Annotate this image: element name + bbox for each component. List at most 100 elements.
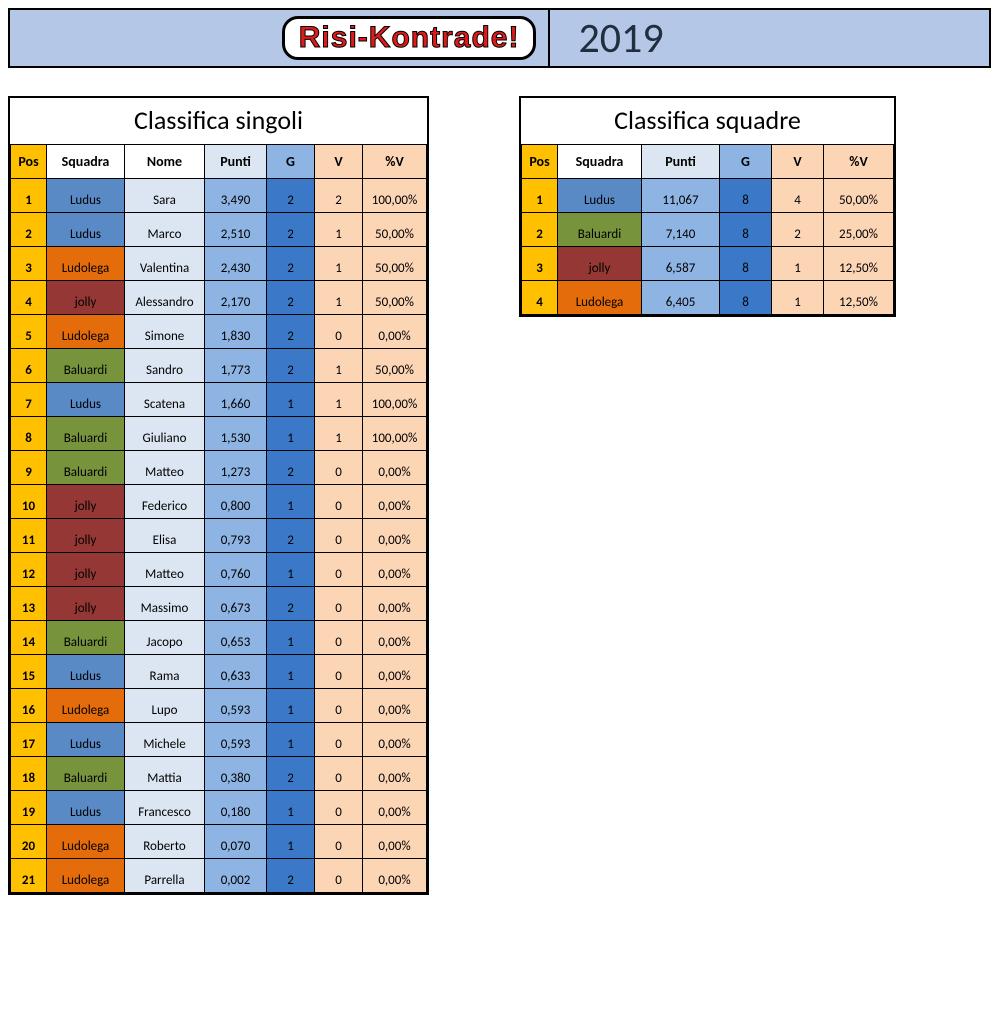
table-row: 19LudusFrancesco0,180100,00% <box>11 791 427 825</box>
cell-punti: 0,673 <box>205 587 267 621</box>
cell-g: 1 <box>267 485 315 519</box>
table-row: 1Ludus11,0678450,00% <box>522 179 894 213</box>
cell-v: 0 <box>315 485 363 519</box>
cell-pos: 2 <box>522 213 558 247</box>
cell-pct: 0,00% <box>363 451 427 485</box>
cell-nome: Valentina <box>125 247 205 281</box>
cell-nome: Federico <box>125 485 205 519</box>
cell-g: 2 <box>267 757 315 791</box>
cell-nome: Matteo <box>125 451 205 485</box>
col-g: G <box>267 145 315 179</box>
cell-g: 2 <box>267 281 315 315</box>
cell-g: 2 <box>267 179 315 213</box>
cell-squadra: Ludus <box>47 179 125 213</box>
cell-pos: 3 <box>11 247 47 281</box>
cell-v: 0 <box>315 519 363 553</box>
cell-nome: Sara <box>125 179 205 213</box>
cell-g: 2 <box>267 519 315 553</box>
col-g: G <box>720 145 772 179</box>
cell-pct: 0,00% <box>363 825 427 859</box>
cell-pos: 1 <box>522 179 558 213</box>
cell-v: 1 <box>315 383 363 417</box>
cell-pct: 12,50% <box>824 247 894 281</box>
cell-punti: 1,830 <box>205 315 267 349</box>
cell-nome: Sandro <box>125 349 205 383</box>
cell-v: 0 <box>315 655 363 689</box>
cell-g: 2 <box>267 451 315 485</box>
cell-nome: Matteo <box>125 553 205 587</box>
cell-pct: 50,00% <box>363 247 427 281</box>
cell-punti: 0,653 <box>205 621 267 655</box>
teams-header-row: Pos Squadra Punti G V %V <box>522 145 894 179</box>
cell-v: 0 <box>315 315 363 349</box>
cell-v: 2 <box>772 213 824 247</box>
cell-pct: 0,00% <box>363 723 427 757</box>
cell-pct: 0,00% <box>363 315 427 349</box>
cell-v: 0 <box>315 859 363 893</box>
cell-v: 1 <box>315 281 363 315</box>
table-row: 1LudusSara3,49022100,00% <box>11 179 427 213</box>
table-row: 11jollyElisa0,793200,00% <box>11 519 427 553</box>
cell-pct: 0,00% <box>363 519 427 553</box>
cell-squadra: jolly <box>47 519 125 553</box>
cell-squadra: Ludolega <box>47 825 125 859</box>
teams-title: Classifica squadre <box>521 98 894 144</box>
col-pct: %V <box>363 145 427 179</box>
cell-g: 1 <box>267 417 315 451</box>
col-squad: Squadra <box>47 145 125 179</box>
cell-g: 2 <box>267 587 315 621</box>
cell-nome: Massimo <box>125 587 205 621</box>
cell-v: 4 <box>772 179 824 213</box>
cell-punti: 3,490 <box>205 179 267 213</box>
cell-punti: 2,510 <box>205 213 267 247</box>
cell-pct: 50,00% <box>824 179 894 213</box>
teams-table: Pos Squadra Punti G V %V 1Ludus11,067845… <box>521 144 894 315</box>
cell-punti: 0,593 <box>205 689 267 723</box>
cell-pos: 20 <box>11 825 47 859</box>
cell-pct: 0,00% <box>363 485 427 519</box>
cell-nome: Rama <box>125 655 205 689</box>
cell-pct: 0,00% <box>363 757 427 791</box>
logo: Risi-Kontrade! <box>282 16 537 60</box>
cell-v: 1 <box>315 247 363 281</box>
cell-g: 2 <box>267 247 315 281</box>
cell-pos: 2 <box>11 213 47 247</box>
cell-g: 8 <box>720 179 772 213</box>
cell-g: 8 <box>720 213 772 247</box>
cell-g: 1 <box>267 383 315 417</box>
cell-squadra: Ludolega <box>47 315 125 349</box>
cell-punti: 0,760 <box>205 553 267 587</box>
cell-v: 0 <box>315 825 363 859</box>
cell-pct: 0,00% <box>363 689 427 723</box>
cell-squadra: jolly <box>47 281 125 315</box>
cell-nome: Marco <box>125 213 205 247</box>
cell-squadra: Ludolega <box>47 247 125 281</box>
cell-nome: Elisa <box>125 519 205 553</box>
singles-panel: Classifica singoli Pos Squadra Nome Punt… <box>8 96 429 895</box>
cell-g: 1 <box>267 791 315 825</box>
cell-v: 0 <box>315 621 363 655</box>
cell-v: 1 <box>772 281 824 315</box>
cell-pos: 12 <box>11 553 47 587</box>
cell-pos: 15 <box>11 655 47 689</box>
col-pos: Pos <box>11 145 47 179</box>
cell-pct: 0,00% <box>363 587 427 621</box>
cell-pct: 50,00% <box>363 349 427 383</box>
cell-pct: 0,00% <box>363 655 427 689</box>
cell-punti: 0,793 <box>205 519 267 553</box>
cell-g: 2 <box>267 349 315 383</box>
cell-pct: 50,00% <box>363 213 427 247</box>
cell-g: 1 <box>267 723 315 757</box>
singles-table: Pos Squadra Nome Punti G V %V 1LudusSara… <box>10 144 427 893</box>
table-row: 6BaluardiSandro1,7732150,00% <box>11 349 427 383</box>
cell-squadra: jolly <box>558 247 642 281</box>
cell-squadra: Ludus <box>47 655 125 689</box>
cell-squadra: Ludus <box>47 213 125 247</box>
table-row: 14BaluardiJacopo0,653100,00% <box>11 621 427 655</box>
cell-v: 1 <box>315 349 363 383</box>
cell-v: 0 <box>315 451 363 485</box>
cell-nome: Francesco <box>125 791 205 825</box>
cell-punti: 1,660 <box>205 383 267 417</box>
table-row: 13jollyMassimo0,673200,00% <box>11 587 427 621</box>
cell-nome: Simone <box>125 315 205 349</box>
